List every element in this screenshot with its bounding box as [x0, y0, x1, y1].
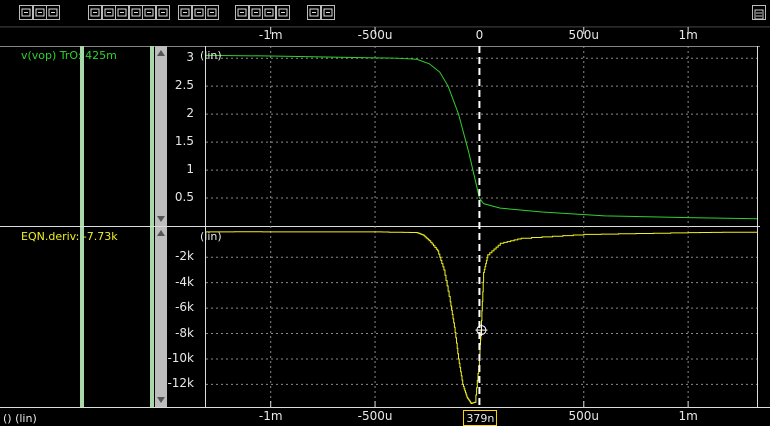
cursor-marker-icon[interactable]	[475, 324, 488, 337]
x-tick-label: 500u	[568, 409, 600, 423]
x-tick-label: 1m	[678, 409, 698, 423]
y-tick-label: 0.5	[174, 190, 194, 205]
scroll-up-icon-2[interactable]	[157, 230, 165, 236]
x-tick-label: -1m	[258, 409, 283, 423]
print-icon[interactable]	[235, 5, 249, 20]
bottom-scrollbar[interactable]	[155, 227, 167, 408]
grid-bars-icon[interactable]	[101, 5, 116, 20]
crosshair-icon[interactable]	[88, 5, 102, 20]
scale-label-top: (lin)	[200, 49, 222, 62]
measure-icon[interactable]	[115, 5, 129, 20]
x-tick-label: 1m	[678, 28, 698, 42]
export-icon[interactable]	[320, 5, 335, 20]
arrow-left-icon[interactable]	[191, 5, 206, 20]
trace-label-top[interactable]: v(vop) TrO: 425m	[21, 49, 117, 62]
window-icon[interactable]	[307, 5, 321, 20]
y-tick-label: 2	[186, 106, 194, 121]
y-tick-label: -4k	[175, 274, 194, 289]
y-tick-label: -8k	[175, 325, 194, 340]
trace-bottom	[206, 231, 758, 404]
status-text: () (lin)	[3, 412, 37, 425]
x-tick-label: -500u	[357, 28, 393, 42]
zoom-in-icon[interactable]	[19, 5, 33, 20]
copy-icon[interactable]	[262, 5, 276, 20]
trace-top	[205, 54, 758, 220]
scroll-down-icon-2[interactable]	[157, 397, 165, 403]
y-tick-label: -6k	[175, 300, 194, 315]
y-tick-label: 3	[186, 50, 194, 65]
y-tick-label: -10k	[167, 350, 194, 365]
grid-lines	[206, 27, 757, 408]
paste-icon[interactable]	[275, 5, 290, 20]
top-scrollbar[interactable]	[155, 46, 167, 226]
x-tick-label: 500u	[568, 28, 600, 42]
marker-icon[interactable]	[142, 5, 156, 20]
zoom-out-icon[interactable]	[32, 5, 47, 20]
x-tick-label: 0	[475, 28, 484, 42]
scale-label-bottom: (lin)	[200, 230, 222, 243]
traces	[205, 54, 758, 404]
zoom-box-icon[interactable]	[128, 5, 143, 20]
y-tick-label: -2k	[175, 249, 194, 264]
menu-icon[interactable]	[752, 5, 766, 20]
toolbar	[0, 0, 770, 27]
delete-icon[interactable]	[248, 5, 263, 20]
y-tick-label: 2.5	[174, 78, 194, 93]
y-tick-label: 1	[186, 162, 194, 177]
x-tick-label: -500u	[357, 409, 393, 423]
x-axis-top: -1m -500u 0 500u 1m	[205, 27, 757, 45]
trace-label-bottom[interactable]: EQN.deriv: -7.73k	[21, 230, 118, 243]
y-tick-label: -12k	[167, 376, 194, 391]
cursor-readout: 379n	[463, 410, 498, 426]
arrow-right-icon[interactable]	[205, 5, 219, 20]
scroll-down-icon[interactable]	[157, 216, 165, 222]
scroll-up-icon[interactable]	[157, 50, 165, 56]
y-tick-label: 1.5	[174, 134, 194, 149]
wave-icon[interactable]	[178, 5, 192, 20]
x-tick-label: -1m	[258, 28, 283, 42]
zoom-fit-icon[interactable]	[46, 5, 60, 20]
grid-toggle-icon[interactable]	[155, 5, 170, 20]
